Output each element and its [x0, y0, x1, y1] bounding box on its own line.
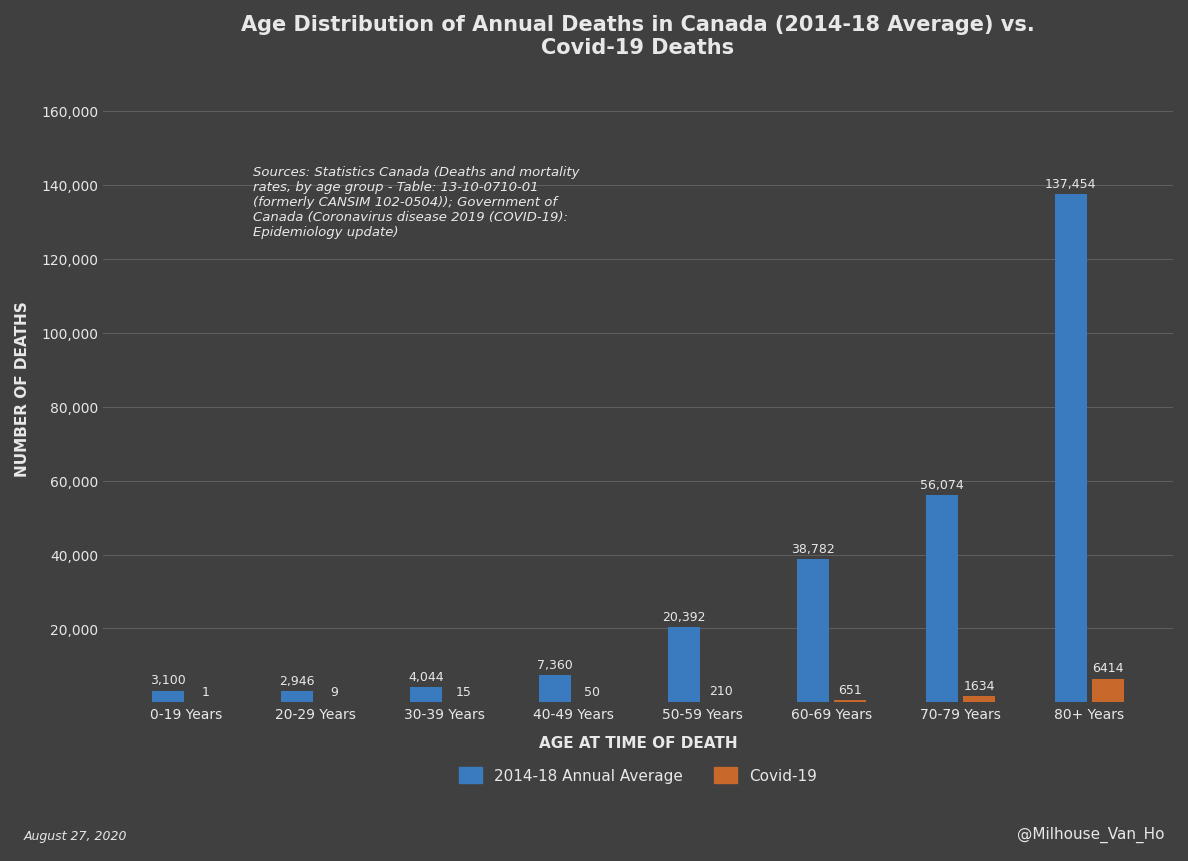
Bar [152, 691, 184, 703]
Text: 3,100: 3,100 [150, 673, 185, 687]
Text: 2,946: 2,946 [279, 674, 315, 687]
Text: 137,454: 137,454 [1045, 177, 1097, 190]
Text: 50: 50 [584, 685, 600, 698]
Text: 6414: 6414 [1093, 661, 1124, 674]
Bar [280, 691, 312, 703]
Text: 1634: 1634 [963, 679, 996, 692]
Bar [925, 496, 958, 703]
Text: August 27, 2020: August 27, 2020 [24, 829, 127, 842]
Bar [668, 628, 700, 703]
Text: 20,392: 20,392 [662, 610, 706, 623]
Bar [834, 700, 866, 703]
Legend: 2014-18 Annual Average, Covid-19: 2014-18 Annual Average, Covid-19 [453, 761, 823, 789]
Bar [963, 697, 996, 703]
X-axis label: AGE AT TIME OF DEATH: AGE AT TIME OF DEATH [538, 735, 738, 750]
Text: 15: 15 [455, 685, 472, 698]
Text: Sources: Statistics Canada (Deaths and mortality
rates, by age group - Table: 13: Sources: Statistics Canada (Deaths and m… [253, 166, 580, 238]
Bar [797, 560, 829, 703]
Text: 38,782: 38,782 [791, 542, 835, 555]
Text: 9: 9 [330, 685, 339, 698]
Bar [410, 688, 442, 703]
Title: Age Distribution of Annual Deaths in Canada (2014-18 Average) vs.
Covid-19 Death: Age Distribution of Annual Deaths in Can… [241, 15, 1035, 59]
Text: 7,360: 7,360 [537, 658, 573, 671]
Text: @Milhouse_Van_Ho: @Milhouse_Van_Ho [1017, 826, 1164, 842]
Text: 4,044: 4,044 [407, 670, 443, 683]
Text: 651: 651 [839, 683, 862, 696]
Bar [1055, 195, 1087, 703]
Text: 56,074: 56,074 [920, 478, 963, 491]
Y-axis label: NUMBER OF DEATHS: NUMBER OF DEATHS [15, 301, 30, 476]
Text: 210: 210 [709, 684, 733, 697]
Bar [1092, 678, 1124, 703]
Bar [538, 675, 571, 703]
Text: 1: 1 [201, 685, 209, 698]
